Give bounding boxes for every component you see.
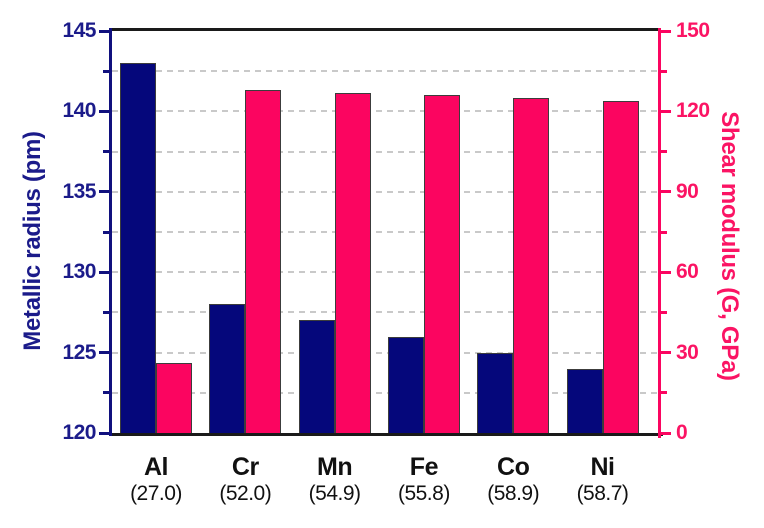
shear-modulus-bar-Mn bbox=[334, 92, 371, 433]
x-label-Ni: Ni (58.7) bbox=[543, 453, 663, 507]
shear-modulus-bar-Co bbox=[513, 98, 550, 433]
left-axis-tick-label: 120 bbox=[62, 421, 96, 444]
atomic-mass: (58.7) bbox=[576, 482, 629, 505]
atomic-mass: (54.9) bbox=[308, 482, 361, 505]
left-axis-title: Metallic radius (pm) bbox=[19, 131, 46, 351]
gridline bbox=[112, 110, 658, 113]
metallic-radius-bar-Cr bbox=[209, 304, 246, 433]
left-axis-tick bbox=[99, 431, 109, 435]
atomic-mass: (27.0) bbox=[130, 482, 182, 505]
element-symbol: Ni bbox=[590, 453, 616, 481]
right-axis-tick bbox=[661, 310, 667, 314]
left-axis-tick-label: 145 bbox=[62, 19, 96, 42]
shear-modulus-bar-Cr bbox=[245, 89, 282, 433]
plot-area bbox=[99, 28, 671, 438]
atomic-mass: (58.9) bbox=[487, 482, 540, 505]
left-axis-tick bbox=[99, 190, 109, 194]
left-axis-tick-label: 125 bbox=[62, 340, 96, 364]
left-axis-tick bbox=[103, 310, 109, 314]
right-axis-tick bbox=[661, 109, 671, 113]
right-axis-tick-label: 30 bbox=[676, 340, 699, 364]
left-axis-tick bbox=[103, 391, 109, 395]
right-axis-tick-label: 0 bbox=[676, 421, 688, 444]
left-axis-tick-label: 140 bbox=[62, 99, 96, 123]
x-label-Fe: Fe (55.8) bbox=[364, 453, 484, 507]
right-axis-tick bbox=[661, 351, 671, 355]
right-axis-tick bbox=[661, 69, 667, 73]
right-axis-tick bbox=[661, 230, 667, 234]
right-axis-tick bbox=[661, 190, 671, 194]
x-label-Cr: Cr (52.0) bbox=[185, 453, 305, 507]
gridline bbox=[112, 70, 658, 73]
right-axis-spine bbox=[658, 28, 661, 438]
right-axis-tick-label: 90 bbox=[676, 179, 699, 203]
metallic-radius-bar-Al bbox=[120, 63, 156, 433]
right-axis-tick-label: 120 bbox=[676, 99, 710, 123]
element-symbol: Co bbox=[497, 453, 530, 481]
shear-modulus-bar-Fe bbox=[423, 95, 460, 433]
right-axis-tick bbox=[661, 391, 667, 395]
x-label-Al: Al (27.0) bbox=[96, 453, 216, 507]
gridline bbox=[112, 150, 658, 153]
top-spine bbox=[109, 28, 661, 31]
metallic-radius-bar-Fe bbox=[387, 336, 424, 433]
left-axis-tick bbox=[99, 351, 109, 355]
gridline bbox=[112, 271, 658, 274]
element-symbol: Al bbox=[144, 453, 169, 481]
gridline bbox=[112, 190, 658, 193]
left-axis-tick-label: 135 bbox=[62, 179, 96, 203]
x-label-Co: Co (58.9) bbox=[453, 453, 573, 507]
left-axis-tick bbox=[103, 69, 109, 73]
gridline bbox=[112, 351, 658, 354]
atomic-mass: (55.8) bbox=[397, 482, 450, 505]
left-axis-tick bbox=[99, 270, 109, 274]
gridline bbox=[112, 231, 658, 233]
metallic-radius-bar-Mn bbox=[298, 320, 335, 433]
atomic-mass: (52.0) bbox=[219, 482, 272, 505]
left-axis-tick bbox=[103, 150, 109, 154]
right-axis-tick bbox=[661, 431, 671, 435]
x-label-Mn: Mn (54.9) bbox=[275, 453, 395, 507]
gridline bbox=[112, 391, 658, 394]
left-axis-tick bbox=[99, 109, 109, 113]
shear-modulus-bar-Al bbox=[156, 363, 192, 433]
right-axis-title: Shear modulus (G, GPa) bbox=[716, 111, 743, 381]
right-axis-tick-label: 60 bbox=[676, 260, 699, 284]
metallic-radius-bar-Ni bbox=[566, 368, 603, 433]
left-axis-tick bbox=[103, 230, 109, 234]
element-symbol: Cr bbox=[231, 453, 259, 481]
element-symbol: Fe bbox=[409, 453, 439, 481]
right-axis-tick bbox=[661, 29, 671, 33]
right-axis-tick bbox=[661, 150, 667, 154]
left-axis-tick bbox=[99, 29, 109, 33]
shear-modulus-bar-Ni bbox=[602, 100, 639, 433]
right-axis-tick-label: 150 bbox=[676, 19, 710, 42]
left-axis-tick-label: 130 bbox=[62, 260, 96, 284]
gridline bbox=[112, 311, 658, 314]
bottom-spine bbox=[109, 433, 663, 436]
element-symbol: Mn bbox=[317, 453, 353, 481]
metallic-radius-bar-Co bbox=[477, 352, 514, 433]
left-axis-spine bbox=[109, 28, 112, 436]
right-axis-tick bbox=[661, 270, 671, 274]
